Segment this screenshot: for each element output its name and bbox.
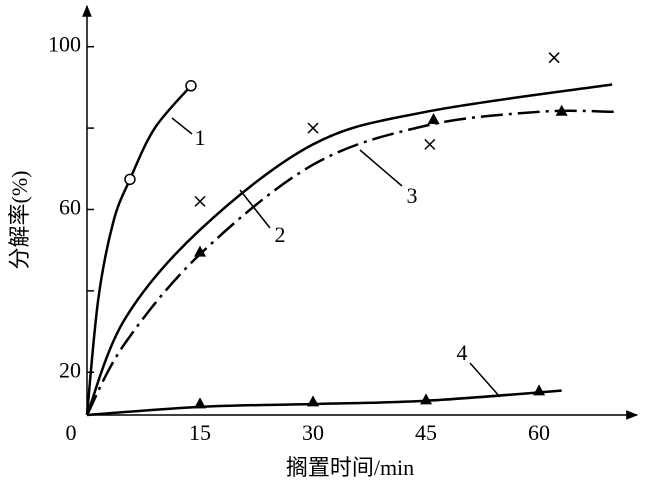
series-label: 3 [407,183,418,208]
curve [85,84,192,416]
circle-marker [185,80,197,92]
x-tick-label: 60 [528,420,550,445]
leader-line [171,117,193,135]
x-tick-label: 15 [189,420,211,445]
curve [85,109,615,416]
y-tick-label: 60 [59,195,81,220]
series-label: 1 [195,125,206,150]
series-label: 2 [275,222,286,247]
triangle-marker [533,384,546,396]
cross-marker [424,138,436,150]
triangle-marker [420,393,433,405]
triangle-marker [307,395,320,407]
triangle-marker [555,104,568,116]
y-axis-label: 分解率(%) [7,171,32,270]
circle-marker [124,173,136,186]
cross-marker [194,195,206,207]
leader-line [359,149,403,187]
series-label: 4 [457,340,468,365]
x-tick-label: 30 [302,420,324,445]
leader-line [469,362,501,398]
x-axis-label: 搁置时间/min [286,455,414,480]
curve [85,83,613,416]
curve [86,389,562,417]
x-tick-label: 0 [66,420,77,445]
y-tick-label: 100 [48,32,81,57]
y-tick-label: 20 [59,357,81,382]
triangle-marker [194,397,207,409]
x-tick-label: 45 [415,420,437,445]
cross-marker [307,122,319,134]
cross-marker [548,52,560,64]
triangle-marker [194,245,207,257]
leader-line [239,189,271,229]
triangle-marker [427,112,440,124]
